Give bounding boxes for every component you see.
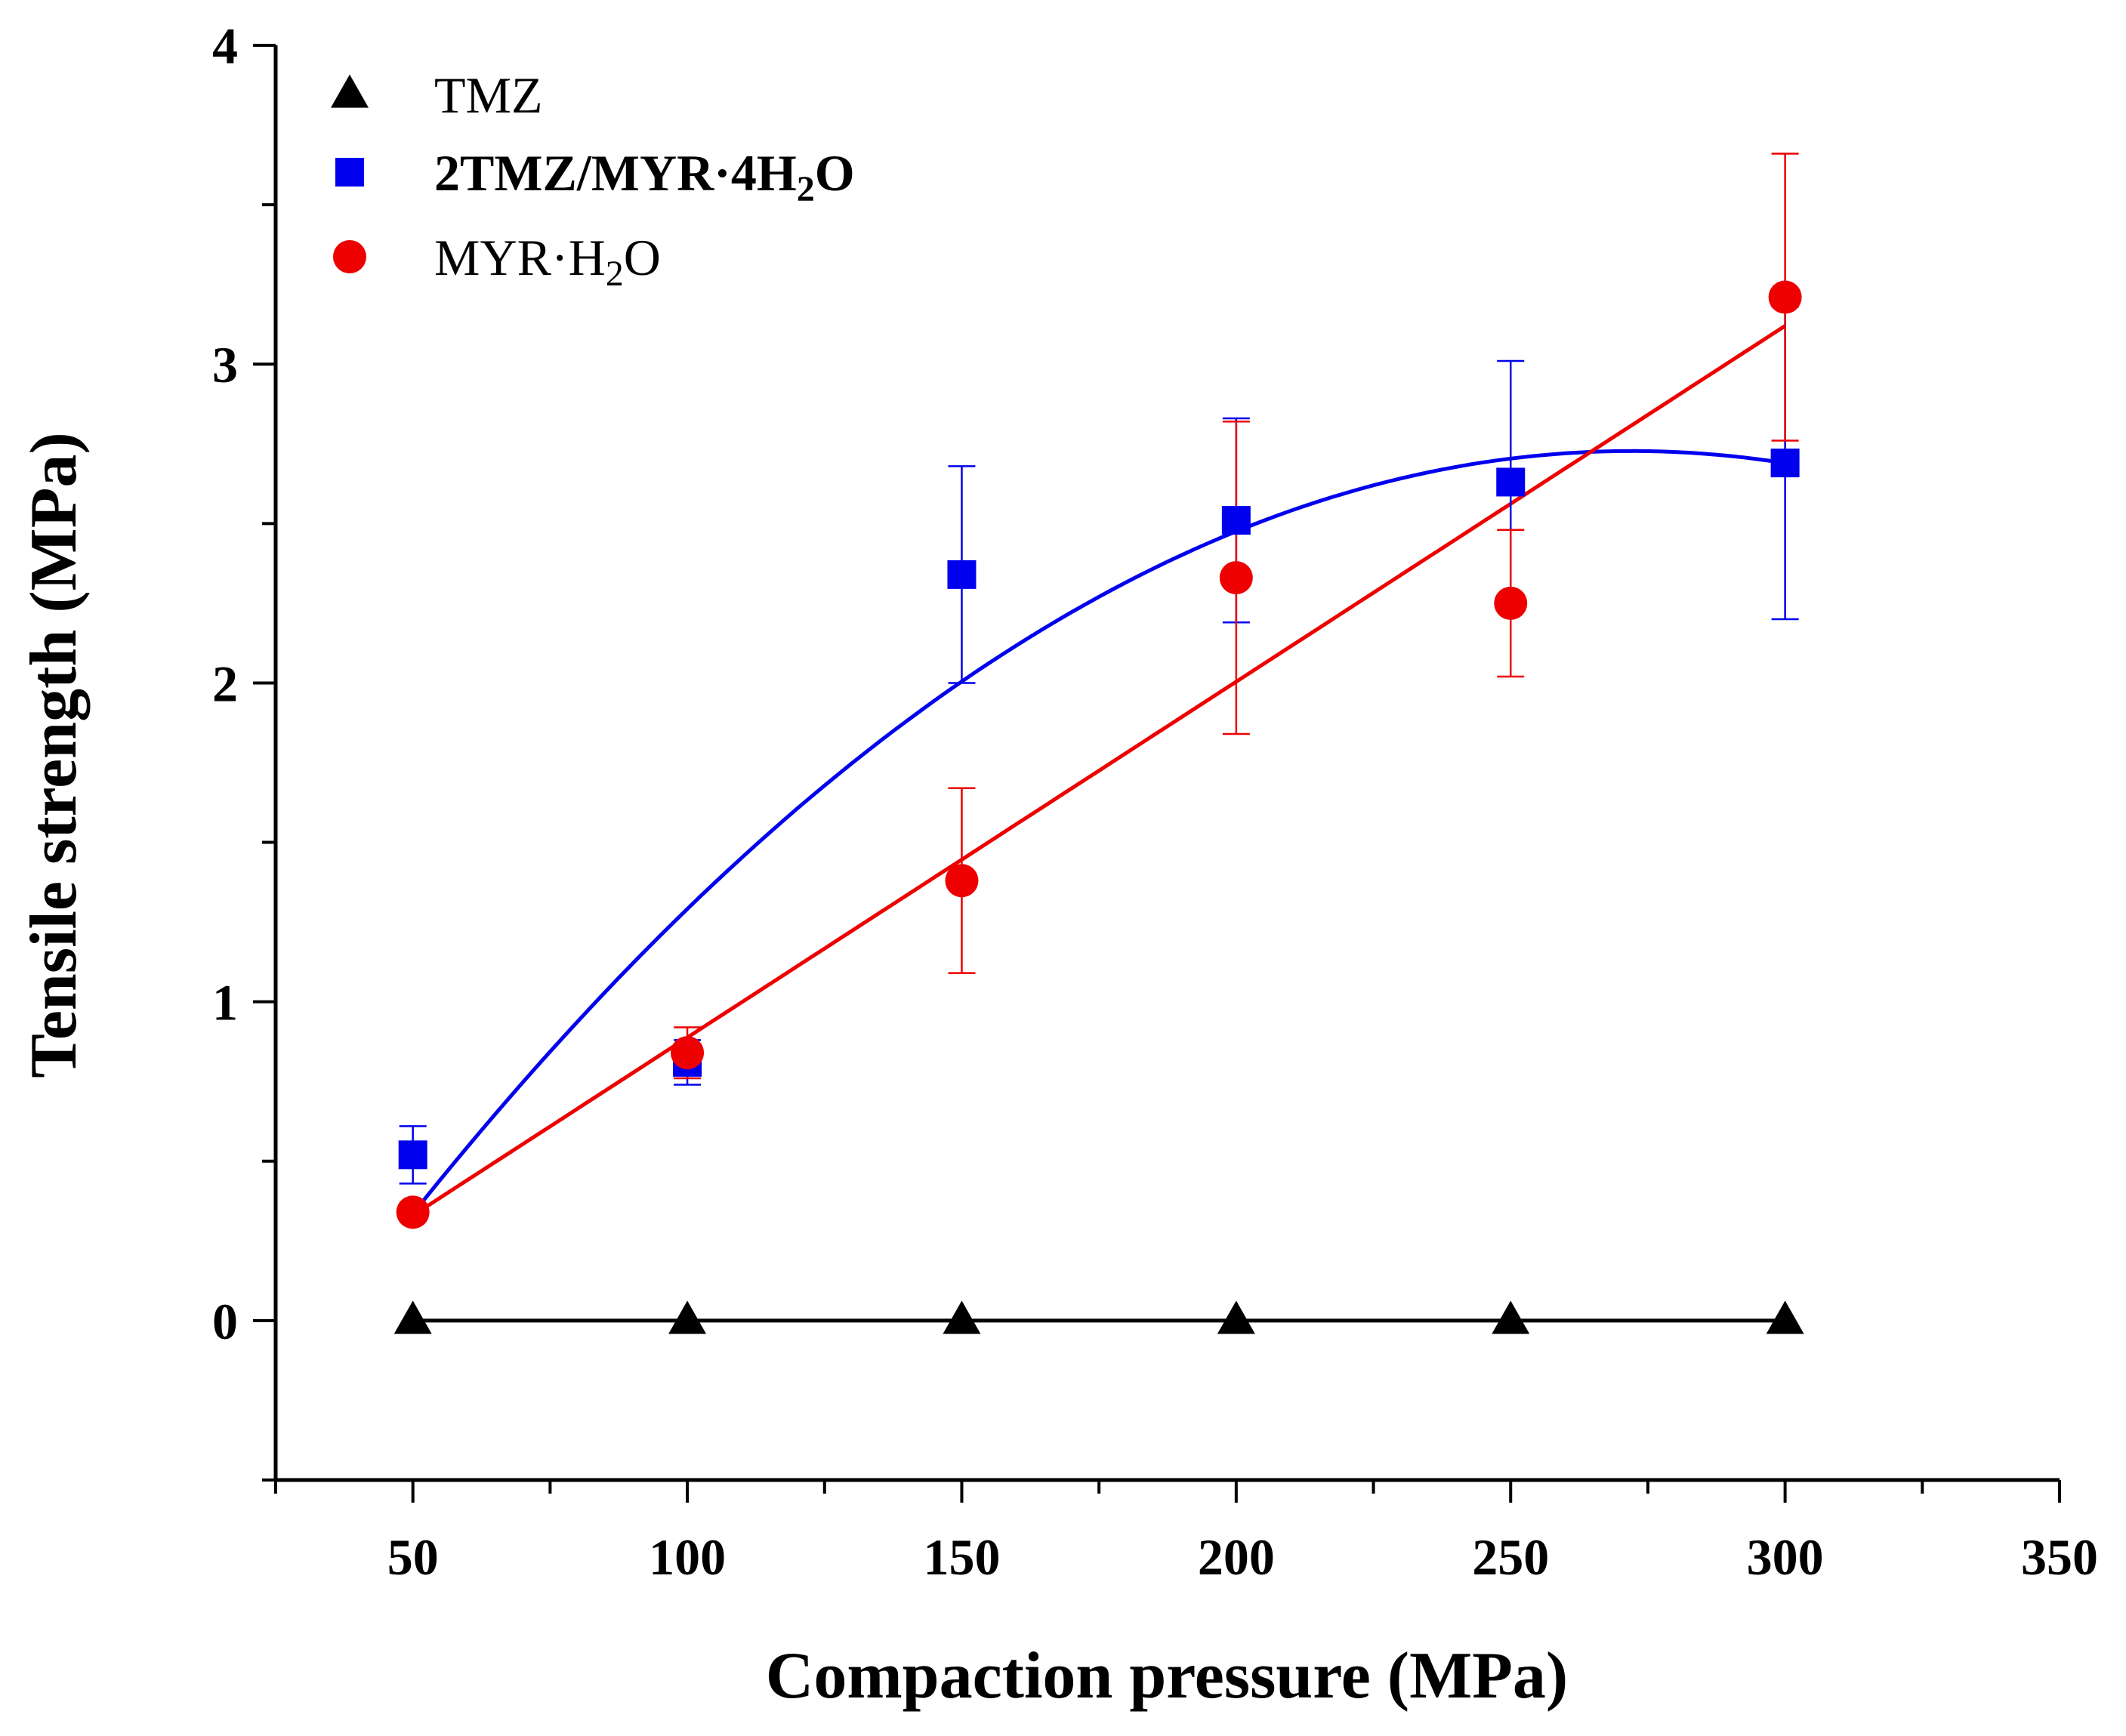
circle-marker	[396, 1195, 430, 1229]
y-tick-label: 4	[212, 17, 238, 75]
triangle-marker	[668, 1300, 707, 1334]
y-tick-label: 0	[212, 1293, 238, 1350]
triangle-marker	[943, 1300, 981, 1334]
square-marker	[1770, 449, 1800, 478]
error-bars-layer	[399, 153, 1799, 1185]
circle-marker	[1219, 561, 1253, 595]
axes-layer: 50 100 150 200 250 300 350 0 1 2 3 4	[212, 17, 2098, 1586]
triangle-marker	[393, 1300, 432, 1334]
square-marker	[947, 560, 977, 589]
legend-triangle-marker	[331, 74, 369, 108]
legend: TMZ 2TMZ/MYR·4H2O MYR·H2O	[331, 66, 855, 294]
markers-layer	[393, 280, 1804, 1334]
triangle-marker	[1766, 1300, 1804, 1334]
y-axis-title: Tensile strength (MPa)	[17, 432, 91, 1078]
x-tick-label: 300	[1747, 1528, 1824, 1586]
circle-marker	[1494, 586, 1528, 620]
legend-square-marker	[335, 158, 364, 187]
triangle-marker	[1492, 1300, 1530, 1334]
legend-label: TMZ	[434, 66, 543, 124]
y-tick-label: 3	[212, 336, 238, 393]
legend-label: 2TMZ/MYR·4H2O	[434, 144, 855, 209]
x-tick-label: 350	[2021, 1528, 2098, 1586]
square-marker	[398, 1140, 427, 1170]
circle-marker	[671, 1036, 705, 1070]
fit-line	[411, 449, 1785, 1215]
circle-marker	[945, 864, 979, 898]
fit-lines-layer	[411, 324, 1786, 1323]
legend-label: MYR·H2O	[434, 229, 661, 294]
square-marker	[1496, 467, 1526, 497]
triangle-marker	[1217, 1300, 1255, 1334]
circle-marker	[1768, 280, 1802, 314]
y-tick-label: 1	[212, 974, 238, 1031]
x-tick-label: 50	[387, 1528, 439, 1586]
fit-line	[412, 324, 1786, 1217]
x-axis-title: Compaction pressure (MPa)	[766, 1639, 1568, 1713]
x-tick-label: 150	[923, 1528, 1000, 1586]
x-tick-label: 250	[1472, 1528, 1549, 1586]
y-tick-label: 2	[212, 655, 238, 712]
x-tick-label: 100	[649, 1528, 726, 1586]
x-tick-label: 200	[1198, 1528, 1275, 1586]
legend-circle-marker	[333, 240, 366, 273]
square-marker	[1221, 506, 1251, 535]
